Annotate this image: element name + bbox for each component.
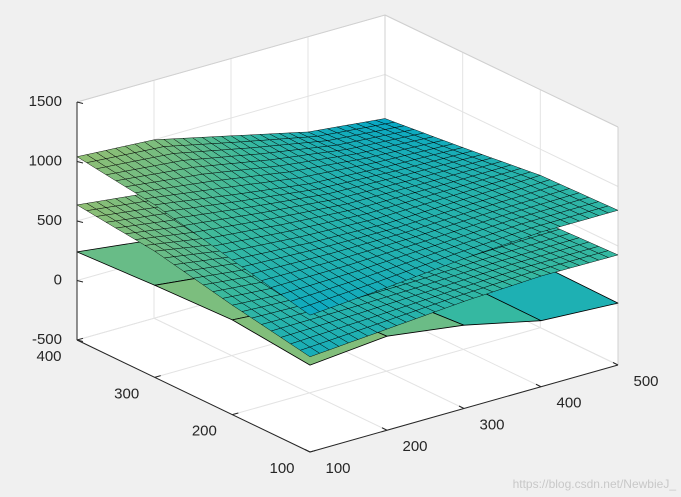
x-tick (381, 427, 388, 431)
x-tick-label: 400 (556, 395, 581, 412)
x-tick-label: 300 (479, 416, 504, 433)
grid-line (153, 317, 388, 431)
surface-cell (300, 304, 320, 316)
plot: -500 0 500 1000 1500 100 200 300 400 500 100 200 300… (29, 14, 659, 477)
grid-line (384, 74, 619, 187)
x-tick (304, 449, 311, 453)
watermark: https://blog.csdn.net/NewbieJ_ (513, 477, 677, 491)
x-tick (535, 383, 542, 388)
box-edge (384, 14, 619, 128)
x-tick (458, 405, 465, 409)
y-tick (309, 449, 317, 453)
y-tick-label: 200 (192, 423, 217, 440)
y-axis (76, 339, 311, 453)
z-tick (76, 101, 84, 104)
z-tick (76, 280, 84, 283)
z-tick-label: 1500 (29, 93, 62, 110)
y-tick-label: 300 (114, 385, 139, 402)
x-tick-label: 200 (402, 438, 427, 455)
z-tick-label: 0 (54, 271, 62, 288)
z-tick-label: 1000 (29, 152, 62, 169)
grid-line (232, 327, 541, 416)
y-tick-label: 100 (269, 460, 294, 477)
y-tick-label: 400 (36, 348, 61, 365)
box-edge (76, 14, 386, 103)
x-tick (612, 362, 619, 366)
z-tick (76, 220, 84, 223)
z-tick-label: 500 (37, 212, 62, 229)
y-tick (76, 337, 84, 341)
z-tick (76, 161, 84, 164)
z-tick-label: -500 (32, 331, 62, 348)
z-tick (76, 339, 84, 342)
x-tick-label: 100 (325, 460, 350, 477)
surface-cell (300, 346, 320, 358)
y-tick (154, 375, 161, 378)
x-tick-label: 500 (633, 373, 658, 390)
y-tick (232, 412, 239, 416)
